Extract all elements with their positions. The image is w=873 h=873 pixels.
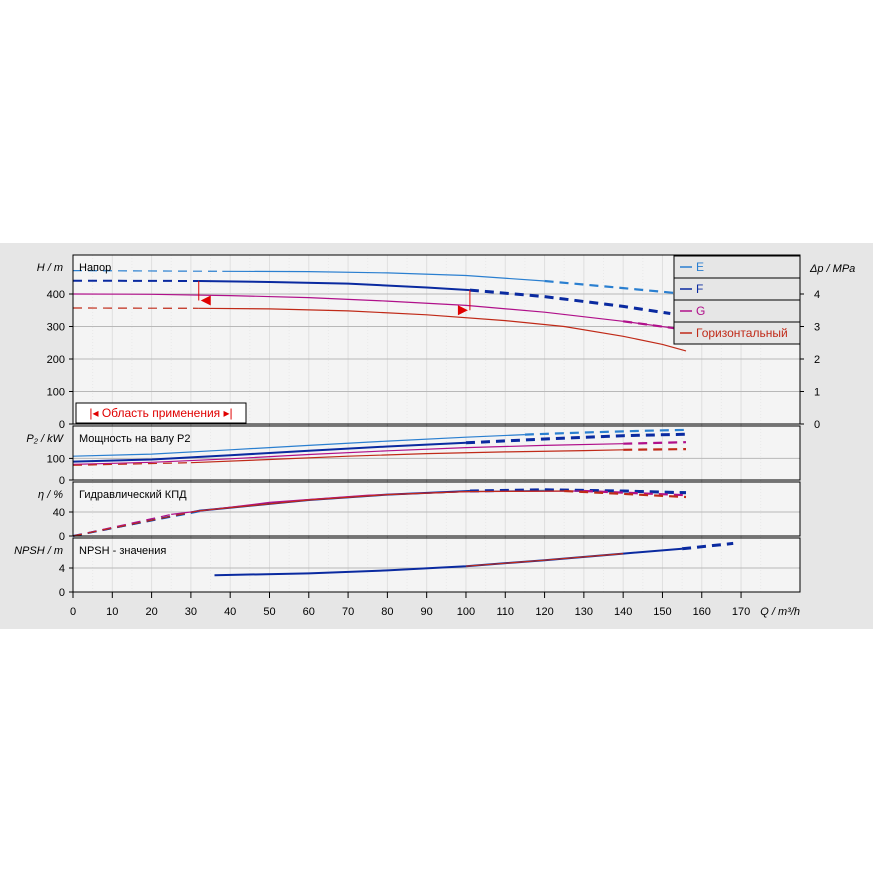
x-tick-label: 10 [106, 606, 118, 618]
plot-area [73, 538, 800, 592]
y-tick-label: 300 [47, 322, 65, 334]
legend-label: Горизонтальный [696, 326, 788, 340]
series-line-dashed [524, 428, 687, 436]
panel-frame [72, 537, 801, 593]
series-line-dashed [469, 488, 687, 495]
y-axis-label: η / % [38, 489, 63, 501]
legend-label: F [696, 282, 703, 296]
series-line-dashed [544, 279, 687, 296]
y2-tick-label: 3 [814, 322, 820, 334]
series-line-dashed [623, 441, 687, 445]
x-tick-label: 110 [496, 606, 514, 618]
x-tick-label: 60 [303, 606, 315, 618]
series-line [465, 553, 624, 567]
series-line [72, 434, 525, 457]
series-line [222, 270, 545, 282]
x-tick-label: 40 [224, 606, 236, 618]
x-tick-label: 170 [732, 606, 750, 618]
series-line-dashed [72, 510, 199, 537]
panel-frame [72, 425, 801, 481]
panel-title: Мощность на валу P2 [79, 433, 191, 445]
series-line-dashed [72, 270, 223, 272]
panel-frame [72, 481, 801, 537]
legend-label: G [696, 304, 705, 318]
y2-axis-label: Δp / MPa [809, 263, 855, 275]
series-line-dashed [469, 288, 671, 315]
y2-tick-label: 4 [814, 289, 820, 301]
x-tick-label: 150 [653, 606, 671, 618]
series-line-dashed [72, 462, 191, 466]
y-tick-label: 0 [59, 531, 65, 543]
range-start-arrow [200, 295, 211, 306]
panel-title: Гидравлический КПД [79, 489, 187, 501]
series-line-dashed [465, 432, 687, 445]
y-tick-label: 0 [59, 475, 65, 487]
panel-title: Напор [79, 262, 111, 274]
x-tick-label: 90 [421, 606, 433, 618]
y-tick-label: 4 [59, 563, 65, 575]
series-line [72, 293, 687, 331]
application-range-box [75, 402, 247, 424]
x-tick-label: 80 [381, 606, 393, 618]
y-tick-label: 0 [59, 587, 65, 599]
y2-tick-label: 0 [814, 419, 820, 431]
x-tick-label: 0 [70, 606, 76, 618]
y-tick-label: 100 [47, 453, 65, 465]
y-tick-label: 400 [47, 289, 65, 301]
series-line [198, 490, 565, 512]
y-tick-label: 0 [59, 419, 65, 431]
y-tick-label: 40 [53, 507, 65, 519]
x-tick-label: 50 [263, 606, 275, 618]
series-line-dashed [583, 489, 687, 497]
x-tick-label: 140 [614, 606, 632, 618]
x-tick-label: 20 [145, 606, 157, 618]
x-tick-label: 120 [535, 606, 553, 618]
y-axis-label: NPSH / m [14, 545, 63, 557]
range-end-arrow [457, 305, 468, 316]
y2-tick-label: 2 [814, 354, 820, 366]
series-line-dashed [623, 448, 687, 451]
x-axis-label: Q / m³/h [760, 606, 800, 618]
series-line [72, 441, 467, 463]
x-tick-label: 30 [185, 606, 197, 618]
y-tick-label: 100 [47, 387, 65, 399]
application-range-label: |◂ Область применения ▸| [89, 406, 232, 420]
series-line [190, 449, 624, 464]
y2-tick-label: 1 [814, 387, 820, 399]
series-line-dashed [681, 541, 734, 551]
series-line-dashed [564, 489, 687, 499]
y-tick-label: 200 [47, 354, 65, 366]
y-axis-label: P₂ / kW [26, 433, 64, 445]
x-tick-label: 70 [342, 606, 354, 618]
x-tick-label: 100 [457, 606, 475, 618]
series-line [198, 280, 470, 292]
plot-area [73, 482, 800, 536]
x-tick-label: 160 [693, 606, 711, 618]
y-axis-label: H / m [37, 262, 63, 274]
series-line [72, 443, 624, 465]
x-tick-label: 130 [575, 606, 593, 618]
series-line [198, 307, 687, 352]
legend-label: E [696, 260, 704, 274]
panel-title: NPSH - значения [79, 545, 166, 557]
